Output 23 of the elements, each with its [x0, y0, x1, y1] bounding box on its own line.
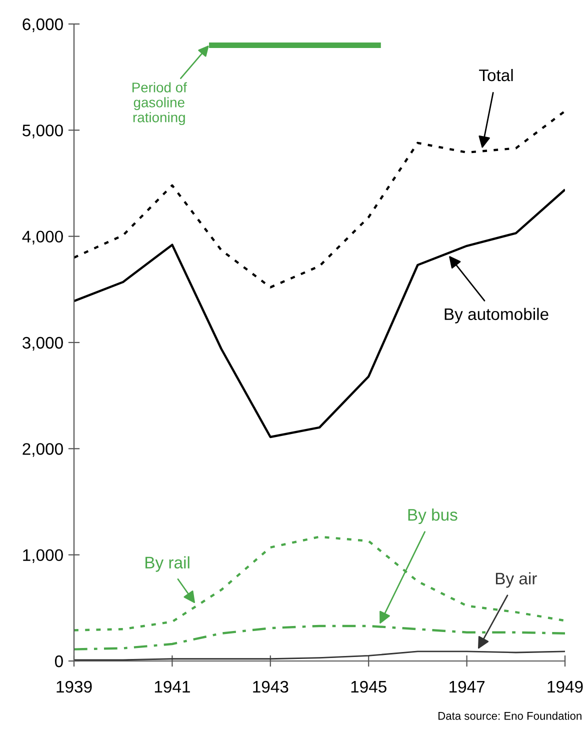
line-series	[74, 110, 565, 288]
x-tick-label: 1939	[56, 680, 92, 693]
y-tick-label: 2,000	[22, 443, 63, 457]
x-tick-label: 1941	[154, 680, 190, 693]
y-tick-label: 0	[54, 655, 63, 668]
line-series	[74, 188, 565, 438]
text: By bus	[408, 508, 458, 524]
text: By automobile	[444, 308, 548, 324]
y-tick-label: 6,000	[22, 18, 63, 32]
source-note: Data source: Eno Foundation	[438, 712, 582, 720]
y-tick-label: 5,000	[22, 124, 63, 138]
x-tick-label: 1943	[253, 680, 288, 693]
line-series	[74, 624, 565, 650]
x-tick-label: 1945	[351, 680, 386, 693]
y-tick-label: 4,000	[22, 230, 63, 245]
y-tick-label: 3,000	[22, 336, 63, 351]
text: Total	[479, 68, 513, 82]
text: By air	[496, 572, 537, 588]
series-label: By rail	[146, 556, 190, 572]
x-tick-label: 1947	[450, 680, 485, 693]
x-tick-label: 1949	[548, 680, 583, 693]
annotation: Period of gasoline rationing	[132, 82, 187, 126]
y-tick-label: 1,000	[23, 549, 63, 564]
